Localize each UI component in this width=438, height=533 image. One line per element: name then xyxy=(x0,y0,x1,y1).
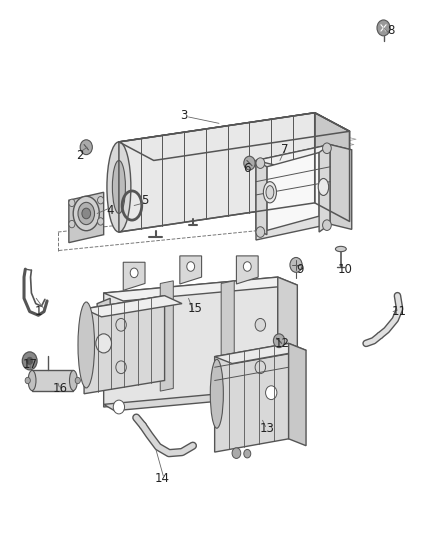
Polygon shape xyxy=(315,113,350,221)
Text: 12: 12 xyxy=(275,337,290,350)
Text: 5: 5 xyxy=(141,193,148,207)
Ellipse shape xyxy=(107,142,131,232)
Polygon shape xyxy=(180,256,201,284)
Ellipse shape xyxy=(78,302,95,388)
Circle shape xyxy=(116,361,126,374)
Circle shape xyxy=(232,448,241,458)
Circle shape xyxy=(273,334,285,348)
Circle shape xyxy=(256,158,265,168)
Circle shape xyxy=(255,318,265,331)
Circle shape xyxy=(322,220,331,230)
Ellipse shape xyxy=(336,246,346,252)
Circle shape xyxy=(255,361,265,374)
Ellipse shape xyxy=(28,370,36,391)
Polygon shape xyxy=(215,343,306,364)
Circle shape xyxy=(98,217,104,225)
Ellipse shape xyxy=(78,203,95,224)
Ellipse shape xyxy=(73,196,99,231)
Circle shape xyxy=(256,227,265,237)
Polygon shape xyxy=(319,144,330,232)
Ellipse shape xyxy=(113,160,125,214)
Circle shape xyxy=(377,20,390,36)
Polygon shape xyxy=(237,256,258,284)
Polygon shape xyxy=(104,277,278,407)
Circle shape xyxy=(75,377,81,384)
Circle shape xyxy=(96,334,112,353)
Polygon shape xyxy=(119,113,350,160)
Circle shape xyxy=(69,220,75,228)
Text: 2: 2 xyxy=(76,149,84,161)
Ellipse shape xyxy=(210,359,223,428)
Text: 1: 1 xyxy=(35,305,42,318)
Ellipse shape xyxy=(266,185,274,199)
Circle shape xyxy=(187,262,194,271)
Circle shape xyxy=(130,268,138,278)
Text: 3: 3 xyxy=(180,109,188,122)
Text: 4: 4 xyxy=(106,204,114,217)
Text: 7: 7 xyxy=(280,143,288,156)
Polygon shape xyxy=(256,144,330,240)
Polygon shape xyxy=(215,343,289,452)
Polygon shape xyxy=(267,152,319,230)
Text: 15: 15 xyxy=(187,302,202,316)
Circle shape xyxy=(98,197,104,204)
Polygon shape xyxy=(330,144,352,229)
Polygon shape xyxy=(104,389,289,411)
Text: 6: 6 xyxy=(244,162,251,175)
Polygon shape xyxy=(84,296,182,317)
Text: 14: 14 xyxy=(155,472,170,485)
Polygon shape xyxy=(221,281,234,391)
Polygon shape xyxy=(278,277,297,399)
Circle shape xyxy=(290,257,302,272)
Circle shape xyxy=(116,318,126,331)
Text: 11: 11 xyxy=(392,305,407,318)
Circle shape xyxy=(80,140,92,155)
Circle shape xyxy=(244,156,255,170)
Text: 13: 13 xyxy=(259,422,274,435)
Polygon shape xyxy=(119,113,315,232)
Ellipse shape xyxy=(70,370,78,391)
Circle shape xyxy=(82,208,91,219)
Circle shape xyxy=(22,352,37,370)
Text: 17: 17 xyxy=(22,358,37,371)
Circle shape xyxy=(27,357,33,365)
Text: 9: 9 xyxy=(296,263,303,276)
Circle shape xyxy=(244,449,251,458)
Text: 10: 10 xyxy=(338,263,353,276)
Circle shape xyxy=(113,400,124,414)
Polygon shape xyxy=(84,296,165,394)
Polygon shape xyxy=(123,262,145,290)
Polygon shape xyxy=(256,160,267,235)
Circle shape xyxy=(265,386,277,400)
Text: 16: 16 xyxy=(53,382,67,395)
Polygon shape xyxy=(160,281,173,391)
Text: 8: 8 xyxy=(387,24,395,37)
Polygon shape xyxy=(32,370,74,391)
Circle shape xyxy=(244,262,251,271)
Ellipse shape xyxy=(263,182,276,203)
Polygon shape xyxy=(69,192,104,243)
Circle shape xyxy=(25,377,30,384)
Circle shape xyxy=(322,143,331,154)
Ellipse shape xyxy=(318,179,328,196)
Circle shape xyxy=(69,199,75,207)
Polygon shape xyxy=(97,298,110,389)
Polygon shape xyxy=(256,144,352,166)
Polygon shape xyxy=(104,277,297,301)
Polygon shape xyxy=(289,343,306,446)
